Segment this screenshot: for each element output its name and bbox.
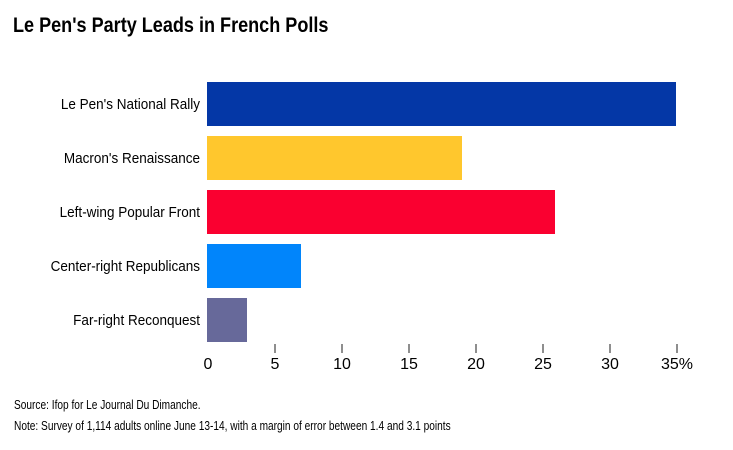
bar-row: Left-wing Popular Front [0,190,733,234]
bar-row: Le Pen's National Rally [0,82,733,126]
axis-tick-label: 0 [203,356,213,373]
axis-tick-label: 25 [534,356,552,373]
axis-tick-label: 15 [400,356,418,373]
chart-title: Le Pen's Party Leads in French Polls [13,14,329,37]
x-axis: 0 5 10 15 20 25 30 35% [0,344,733,384]
axis-tick-mark [274,344,276,353]
bar [207,298,247,342]
axis-tick-label: 30 [601,356,619,373]
axis-tick-mark [341,344,343,353]
survey-note: Note: Survey of 1,114 adults online June… [14,418,451,433]
bar [207,190,555,234]
axis-tick-mark [676,344,678,353]
axis-tick-mark [542,344,544,353]
bar-rows: Le Pen's National Rally Macron's Renaissa… [0,82,733,352]
bar-row: Macron's Renaissance [0,136,733,180]
category-label: Macron's Renaissance [63,149,200,167]
bar-row: Center-right Republicans [0,244,733,288]
source-note: Source: Ifop for Le Journal Du Dimanche. [14,397,201,412]
axis-tick-mark [408,344,410,353]
footnotes: Source: Ifop for Le Journal Du Dimanche.… [14,394,451,436]
bar-row: Far-right Reconquest [0,298,733,342]
axis-tick-label: 5 [270,356,280,373]
category-label: Le Pen's National Rally [60,95,201,113]
bar [207,244,301,288]
category-label: Far-right Reconquest [73,311,200,329]
axis-tick-label: 35% [660,356,694,373]
bar [207,82,676,126]
category-label: Center-right Republicans [50,257,200,275]
axis-tick-mark [609,344,611,353]
axis-tick-label: 10 [333,356,351,373]
axis-tick-mark [475,344,477,353]
category-label: Left-wing Popular Front [59,203,200,221]
bar [207,136,462,180]
axis-tick-label: 20 [467,356,485,373]
